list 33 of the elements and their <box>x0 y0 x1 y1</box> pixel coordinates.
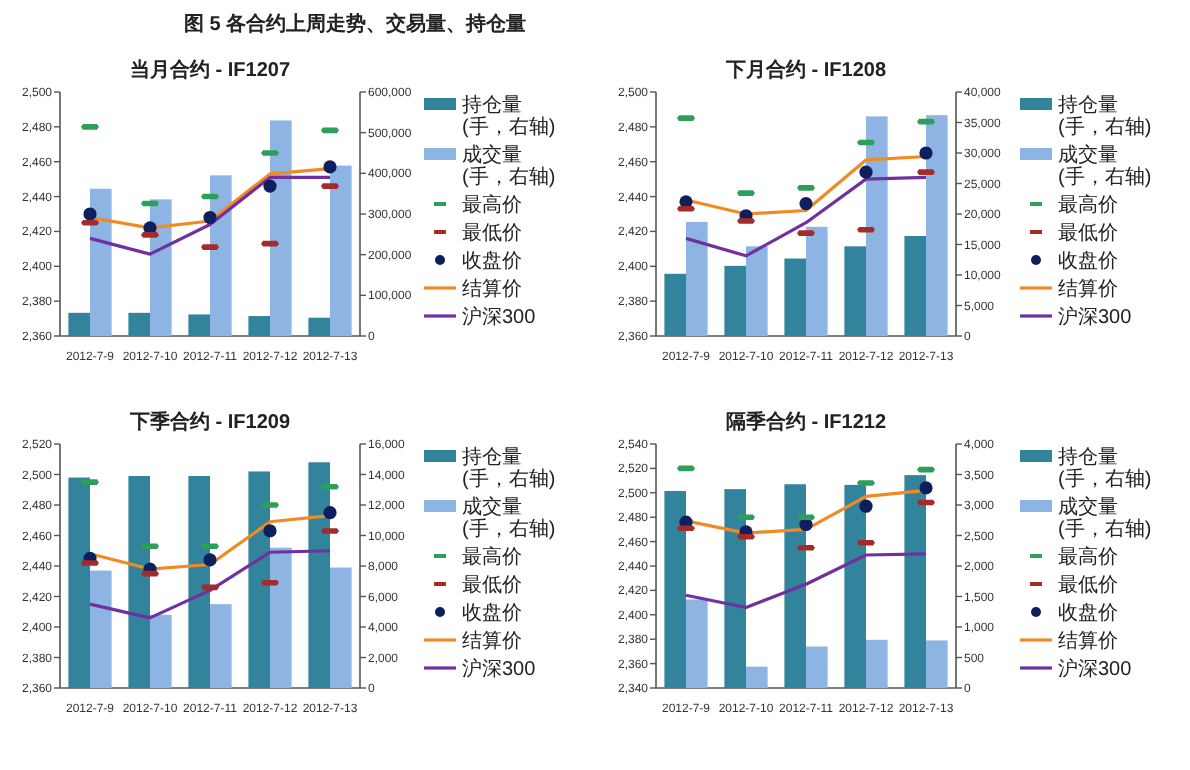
legend-label: 最高价 <box>462 545 522 569</box>
legend-label: 最高价 <box>1058 193 1118 217</box>
annotation: 图 5 各合约上周走势、交易量、持仓量 <box>184 14 527 36</box>
legend-label: 结算价 <box>462 277 522 301</box>
legend-label: 持仓量 (手，右轴) <box>462 445 556 491</box>
legend-label: 结算价 <box>462 629 522 653</box>
legend-label: 沪深300 <box>462 657 537 681</box>
legend-label: 持仓量 (手，右轴) <box>462 93 556 139</box>
legend-label: 结算价 <box>1058 629 1118 653</box>
legend-label: 最低价 <box>462 573 522 597</box>
legend-label: 持仓量 (手，右轴) <box>1058 93 1152 139</box>
legend-label: 成交量 (手，右轴) <box>462 143 556 189</box>
chart-title: 下月合约 - IF1208 <box>723 58 887 82</box>
legend-label: 沪深300 <box>1058 305 1133 329</box>
chart-title: 当月合约 - IF1207 <box>129 58 291 82</box>
legend-label: 成交量 (手，右轴) <box>1058 495 1152 541</box>
legend-label: 最高价 <box>462 193 522 217</box>
legend-label: 收盘价 <box>1058 249 1118 273</box>
legend-label: 沪深300 <box>462 305 537 329</box>
chart-title: 下季合约 - IF1209 <box>127 410 291 434</box>
legend-label: 收盘价 <box>462 249 522 273</box>
legend-label: 持仓量 (手，右轴) <box>1058 445 1152 491</box>
legend-label: 最高价 <box>1058 545 1118 569</box>
legend-label: 最低价 <box>1058 573 1118 597</box>
chart-title: 隔季合约 - IF1212 <box>725 410 887 434</box>
legend-label: 最低价 <box>1058 221 1118 245</box>
legend-label: 成交量 (手，右轴) <box>1058 143 1152 189</box>
legend-label: 结算价 <box>1058 277 1118 301</box>
legend-label: 收盘价 <box>1058 601 1118 625</box>
legend-label: 最低价 <box>462 221 522 245</box>
legend-label: 沪深300 <box>1058 657 1133 681</box>
legend-label: 收盘价 <box>462 601 522 625</box>
legend-label: 成交量 (手，右轴) <box>462 495 556 541</box>
